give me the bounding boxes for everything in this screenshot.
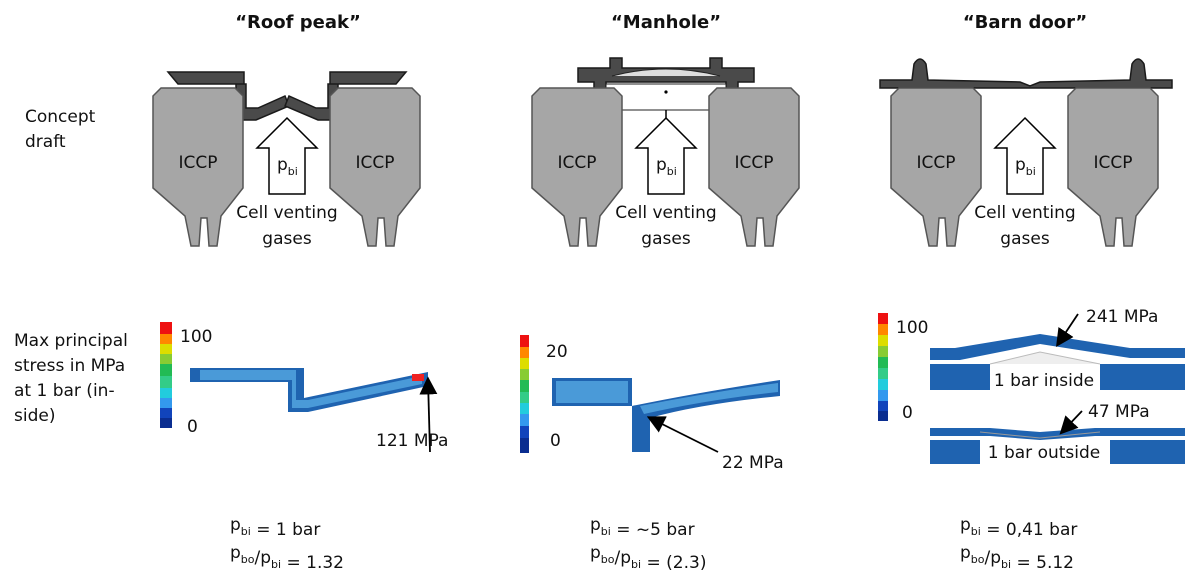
- gas-label: Cell venting: [974, 203, 1075, 223]
- annotation: 1 bar inside: [994, 371, 1094, 391]
- column-title: “Barn door”: [963, 12, 1087, 33]
- subscript: bi: [1001, 558, 1011, 571]
- subscript: bi: [971, 525, 981, 538]
- text-part: p: [230, 515, 241, 535]
- pressure-arrow: pbi: [636, 118, 696, 194]
- text-part: = 0,41 bar: [981, 520, 1078, 540]
- subscript: bi: [241, 525, 251, 538]
- iccp-label: ICCP: [1093, 153, 1132, 173]
- scale-min: 0: [187, 417, 198, 437]
- iccp-label: ICCP: [178, 153, 217, 173]
- gas-label: Cell venting: [615, 203, 716, 223]
- text-part: p: [960, 543, 971, 563]
- subscript: bi: [271, 558, 281, 571]
- scale-max: 100: [896, 318, 928, 338]
- gas-label: gases: [1000, 229, 1050, 249]
- row-label: at 1 bar (in-: [14, 381, 115, 401]
- ratio-line: pbo/pbi = 1.32: [230, 543, 344, 573]
- pressure-line: pbi = ~5 bar: [590, 515, 695, 540]
- iccp: ICCP: [330, 88, 420, 246]
- ratio-line: pbo/pbi = 5.12: [960, 543, 1074, 573]
- pressure-arrow: pbi: [257, 118, 317, 194]
- subscript: bi: [288, 165, 298, 178]
- pressure-line: pbi = 0,41 bar: [960, 515, 1077, 540]
- iccp: ICCP: [1068, 88, 1158, 246]
- annotation: 1 bar outside: [988, 443, 1101, 463]
- text-part: /p: [615, 548, 632, 568]
- text-part: p: [960, 515, 971, 535]
- barn-door-seal: [880, 59, 1172, 88]
- scale-min: 0: [550, 431, 561, 451]
- iccp: ICCP: [532, 88, 622, 246]
- text-part: /p: [985, 548, 1002, 568]
- annotation: 47 MPa: [1088, 402, 1150, 422]
- scale-max: 20: [546, 342, 568, 362]
- iccp-label: ICCP: [557, 153, 596, 173]
- text-part: /p: [255, 548, 272, 568]
- iccp-label: ICCP: [355, 153, 394, 173]
- text-part: p: [230, 543, 241, 563]
- annotation: 121 MPa: [376, 431, 448, 451]
- subscript: bi: [601, 525, 611, 538]
- gas-label: gases: [262, 229, 312, 249]
- iccp: ICCP: [153, 88, 243, 246]
- text-part: = 1 bar: [251, 520, 320, 540]
- row-label: Max principal: [14, 331, 128, 351]
- text-part: p: [590, 515, 601, 535]
- row-label: stress in MPa: [14, 356, 125, 376]
- annotation: 22 MPa: [722, 453, 784, 473]
- row-label: side): [14, 406, 55, 426]
- subscript: bo: [601, 553, 615, 566]
- iccp-label: ICCP: [916, 153, 955, 173]
- column-title: “Roof peak”: [235, 12, 361, 33]
- annotation: 241 MPa: [1086, 307, 1158, 327]
- text-part: p: [277, 155, 288, 175]
- ratio-line: pbo/pbi = (2.3): [590, 543, 706, 573]
- text-part: = (2.3): [641, 553, 706, 573]
- subscript: bo: [971, 553, 985, 566]
- subscript: bi: [667, 165, 677, 178]
- text-part: p: [1015, 155, 1026, 175]
- text-part: p: [656, 155, 667, 175]
- pressure-line: pbi = 1 bar: [230, 515, 320, 540]
- text-part: = ~5 bar: [611, 520, 695, 540]
- gas-label: gases: [641, 229, 691, 249]
- diagram: Concept draft Max principal stress in MP…: [0, 0, 1187, 573]
- scale-min: 0: [902, 403, 913, 423]
- pressure-arrow: pbi: [995, 118, 1055, 194]
- text-part: = 1.32: [281, 553, 344, 573]
- subscript: bo: [241, 553, 255, 566]
- scale-max: 100: [180, 327, 212, 347]
- iccp: ICCP: [891, 88, 981, 246]
- subscript: bi: [631, 558, 641, 571]
- row-label: draft: [25, 132, 66, 152]
- column-title: “Manhole”: [611, 12, 721, 33]
- subscript: bi: [1026, 165, 1036, 178]
- iccp: ICCP: [709, 88, 799, 246]
- text-part: = 5.12: [1011, 553, 1074, 573]
- gas-label: Cell venting: [236, 203, 337, 223]
- iccp-label: ICCP: [734, 153, 773, 173]
- row-label: Concept: [25, 107, 96, 127]
- text-part: p: [590, 543, 601, 563]
